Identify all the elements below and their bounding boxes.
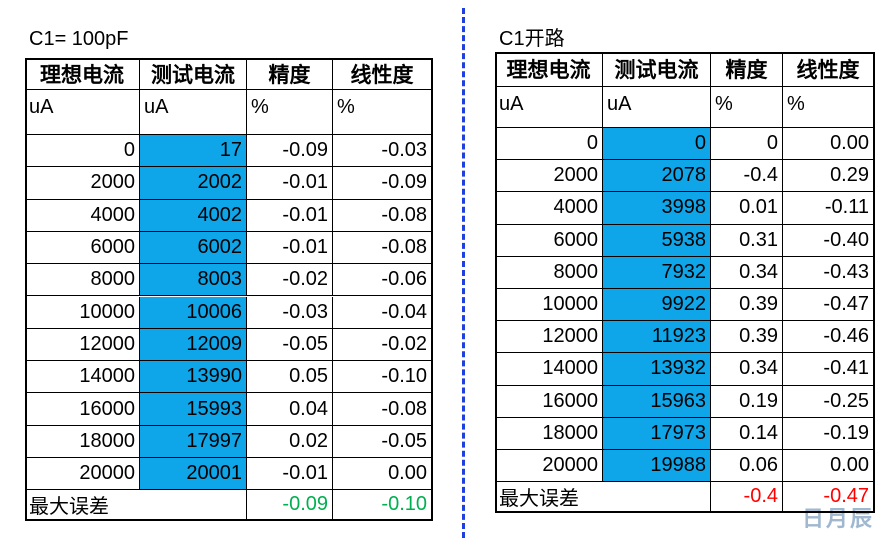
data-cell: 0 bbox=[711, 128, 783, 161]
data-cell: -0.09 bbox=[247, 135, 333, 168]
data-cell: -0.01 bbox=[247, 167, 333, 200]
data-cell: 17973 bbox=[603, 417, 711, 450]
unit-cell: % bbox=[711, 87, 783, 128]
data-cell: 14000 bbox=[495, 353, 603, 386]
data-cell: 10006 bbox=[140, 296, 247, 329]
header-cell: 精度 bbox=[711, 52, 783, 87]
data-cell: 0.34 bbox=[711, 353, 783, 386]
data-cell: 0.39 bbox=[711, 321, 783, 354]
data-cell: 8003 bbox=[140, 264, 247, 297]
data-cell: 0 bbox=[495, 128, 603, 161]
unit-cell: uA bbox=[25, 90, 140, 135]
data-cell: 0.01 bbox=[711, 192, 783, 225]
data-cell: 2078 bbox=[603, 160, 711, 193]
data-cell: 0.05 bbox=[247, 361, 333, 394]
data-cell: 0.31 bbox=[711, 224, 783, 257]
data-cell: 0.04 bbox=[247, 393, 333, 426]
watermark: 日月辰 bbox=[801, 506, 874, 531]
header-cell: 测试电流 bbox=[603, 52, 711, 87]
data-cell: 0.39 bbox=[711, 289, 783, 322]
data-cell: 18000 bbox=[495, 417, 603, 450]
data-cell: 4000 bbox=[25, 199, 140, 232]
data-cell: 0.14 bbox=[711, 417, 783, 450]
data-cell: -0.05 bbox=[247, 328, 333, 362]
data-cell: -0.01 bbox=[247, 231, 333, 265]
data-cell: 0.02 bbox=[247, 425, 333, 458]
data-cell: 2000 bbox=[25, 167, 140, 200]
data-cell: 10000 bbox=[25, 296, 140, 329]
data-cell: -0.01 bbox=[247, 458, 333, 491]
data-cell: 5938 bbox=[603, 224, 711, 257]
data-cell: 11923 bbox=[603, 321, 711, 354]
data-cell: 6000 bbox=[25, 231, 140, 265]
data-cell: -0.03 bbox=[247, 296, 333, 329]
data-cell: 20001 bbox=[140, 458, 247, 491]
data-cell: 12009 bbox=[140, 328, 247, 362]
header-cell: 理想电流 bbox=[25, 58, 140, 90]
data-cell: 20000 bbox=[495, 450, 603, 483]
data-cell: 14000 bbox=[25, 361, 140, 394]
unit-cell: uA bbox=[140, 90, 247, 135]
header-cell: 测试电流 bbox=[140, 58, 247, 90]
data-cell: 4000 bbox=[495, 192, 603, 225]
data-cell: 12000 bbox=[25, 328, 140, 362]
data-cell: 0.19 bbox=[711, 385, 783, 418]
data-cell: 2002 bbox=[140, 167, 247, 200]
data-cell: -0.01 bbox=[247, 199, 333, 232]
data-cell: 9922 bbox=[603, 289, 711, 322]
data-cell: 7932 bbox=[603, 256, 711, 289]
data-cell: 4002 bbox=[140, 199, 247, 232]
header-cell: 精度 bbox=[247, 58, 333, 90]
data-cell: 3998 bbox=[603, 192, 711, 225]
unit-cell: uA bbox=[603, 87, 711, 128]
data-cell: 19988 bbox=[603, 450, 711, 483]
table-frame bbox=[25, 58, 433, 522]
data-cell: 2000 bbox=[495, 160, 603, 193]
header-cell: 理想电流 bbox=[495, 52, 603, 87]
table-title: C1开路 bbox=[499, 28, 565, 50]
data-cell: 20000 bbox=[25, 458, 140, 491]
data-cell: 17 bbox=[140, 135, 247, 168]
data-cell: 0.06 bbox=[711, 450, 783, 483]
data-cell: 17997 bbox=[140, 425, 247, 458]
data-cell: 15963 bbox=[603, 385, 711, 418]
data-cell: 6002 bbox=[140, 231, 247, 265]
table-title: C1= 100pF bbox=[29, 28, 129, 50]
data-cell: 0 bbox=[25, 135, 140, 168]
data-cell: 16000 bbox=[25, 393, 140, 426]
data-cell: 6000 bbox=[495, 224, 603, 257]
data-cell: 16000 bbox=[495, 385, 603, 418]
data-cell: 10000 bbox=[495, 289, 603, 322]
divider bbox=[462, 8, 465, 538]
unit-cell: uA bbox=[495, 87, 603, 128]
data-cell: 12000 bbox=[495, 321, 603, 354]
data-cell: 0.34 bbox=[711, 256, 783, 289]
data-cell: 8000 bbox=[25, 264, 140, 297]
data-cell: 13990 bbox=[140, 361, 247, 394]
table-frame bbox=[495, 52, 875, 514]
data-cell: 18000 bbox=[25, 425, 140, 458]
data-cell: 13932 bbox=[603, 353, 711, 386]
data-cell: -0.4 bbox=[711, 160, 783, 193]
data-cell: 8000 bbox=[495, 256, 603, 289]
data-cell: -0.02 bbox=[247, 264, 333, 297]
data-cell: 15993 bbox=[140, 393, 247, 426]
unit-cell: % bbox=[247, 90, 333, 135]
data-cell: 0 bbox=[603, 128, 711, 161]
